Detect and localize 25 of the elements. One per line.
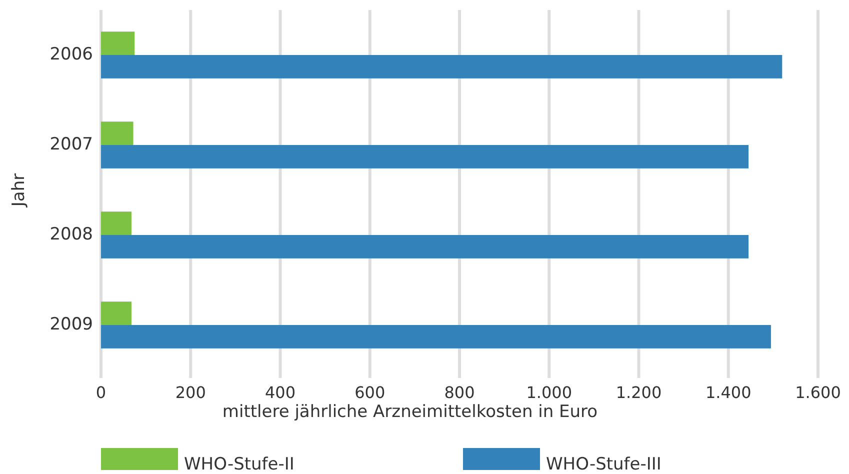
bar bbox=[101, 302, 132, 325]
x-tick-label: 1.000 bbox=[526, 383, 572, 402]
bar bbox=[101, 212, 132, 235]
bar bbox=[101, 122, 134, 145]
bar bbox=[101, 235, 749, 258]
y-tick-label: 2006 bbox=[50, 44, 93, 65]
x-tick-label: 200 bbox=[175, 383, 206, 402]
legend-label: WHO-Stufe-III bbox=[546, 454, 662, 474]
x-tick-label: 1.600 bbox=[795, 383, 841, 402]
bar bbox=[101, 55, 782, 78]
x-tick-label: 800 bbox=[444, 383, 475, 402]
y-tick-label: 2009 bbox=[50, 314, 93, 335]
x-tick-label: 1.200 bbox=[616, 383, 662, 402]
x-tick-label: 0 bbox=[96, 383, 106, 402]
y-axis-title: Jahr bbox=[9, 173, 29, 208]
bar bbox=[101, 325, 771, 348]
bar bbox=[101, 32, 135, 55]
y-tick-label: 2008 bbox=[50, 224, 93, 245]
x-tick-label: 400 bbox=[264, 383, 296, 402]
x-tick-label: 1.400 bbox=[705, 383, 752, 402]
legend-label: WHO-Stufe-II bbox=[184, 454, 294, 474]
bar bbox=[101, 145, 749, 168]
x-tick-label: 600 bbox=[354, 383, 386, 402]
x-axis-title: mittlere jährliche Arzneimittelkosten in Euro bbox=[222, 402, 598, 422]
y-tick-label: 2007 bbox=[50, 134, 93, 155]
